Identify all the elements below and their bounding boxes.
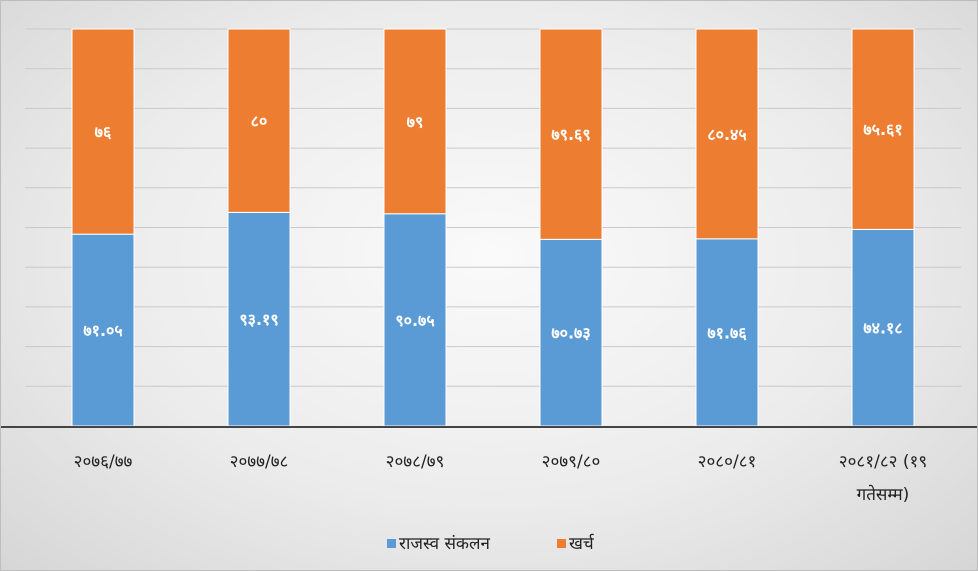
bar-expenditure-1: [227, 28, 291, 213]
data-label-expenditure-5: ७५.६१: [863, 120, 902, 139]
legend-label-expenditure: खर्च: [569, 533, 595, 554]
x-tick-label-5-line-1: गतेसम्म): [857, 484, 910, 505]
x-tick-label-0: २०७६/७७: [74, 452, 133, 472]
data-label-revenue-1: ९३.१९: [239, 310, 278, 329]
data-label-expenditure-2: ७९: [407, 112, 424, 131]
data-label-revenue-5: ७४.१८: [863, 319, 902, 338]
legend-marker-revenue: [387, 539, 396, 548]
data-label-revenue-0: ७१.०५: [83, 321, 122, 340]
legend-marker-expenditure: [557, 539, 566, 548]
x-tick-label-1: २०७७/७८: [230, 452, 289, 472]
data-label-revenue-2: ९०.७५: [395, 311, 434, 330]
x-tick-label-3: २०७९/८०: [542, 452, 601, 472]
data-label-revenue-3: ७०.७३: [551, 324, 590, 343]
bar-expenditure-0: [71, 28, 135, 235]
data-label-revenue-4: ७१.७६: [707, 323, 747, 342]
legend-label-revenue: राजस्व संकलन: [399, 534, 491, 554]
bar-expenditure-3: [539, 28, 603, 240]
data-label-expenditure-3: ७९.६९: [551, 125, 590, 144]
data-label-expenditure-1: ८०: [251, 112, 268, 131]
x-tick-label-2: २०७८/७९: [386, 452, 445, 472]
data-label-expenditure-4: ८०.४५: [707, 125, 746, 144]
x-tick-label-5-line-0: २०८१/८२ (१९: [839, 452, 927, 472]
data-label-expenditure-0: ७६: [95, 123, 112, 142]
bar-revenue-3: [539, 238, 603, 427]
x-tick-label-4: २०८०/८१: [698, 452, 757, 472]
bar-expenditure-5: [851, 28, 915, 230]
bar-revenue-5: [851, 228, 915, 427]
bar-revenue-2: [383, 213, 447, 427]
bar-revenue-4: [695, 238, 759, 427]
bar-expenditure-2: [383, 28, 447, 215]
bar-expenditure-4: [695, 28, 759, 240]
